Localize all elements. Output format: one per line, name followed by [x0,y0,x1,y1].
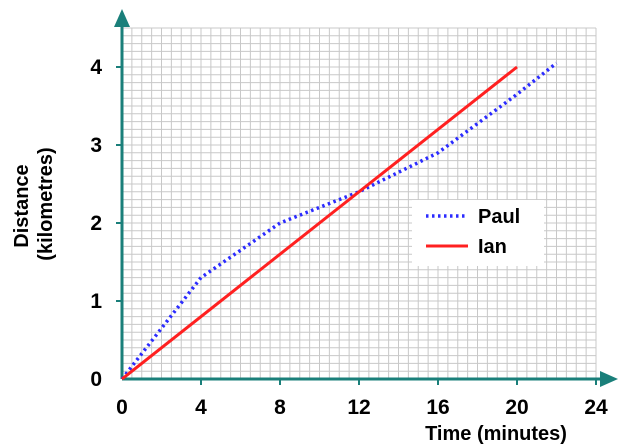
x-tick-label: 4 [195,396,207,419]
grid [121,27,597,380]
y-axis-title-line1: Distance [11,164,33,247]
x-axis-arrowhead [600,371,618,387]
x-tick-label: 0 [116,396,128,419]
series-lines [120,61,558,381]
y-tick-label: 2 [90,212,102,235]
y-tick-label: 0 [90,368,102,391]
x-tick-label: 24 [584,396,608,419]
y-tick-label: 3 [90,134,102,157]
y-axis-title-line2: (kilometres) [35,147,57,260]
x-tick-label: 12 [347,396,370,419]
x-tick-label: 8 [274,396,286,419]
x-axis-title: Time (minutes) [425,423,567,445]
y-tick-label: 1 [90,290,102,313]
axes [114,9,618,387]
legend-label-paul: Paul [478,206,520,228]
x-tick-label: 16 [426,396,449,419]
series-line-ian [121,65,518,381]
legend: Paul Ian [412,200,544,266]
legend-label-ian: Ian [478,236,507,258]
y-axis-arrowhead [114,9,130,27]
y-tick-label: 4 [90,56,102,79]
legend-box [412,200,544,266]
x-tick-label: 20 [505,396,528,419]
